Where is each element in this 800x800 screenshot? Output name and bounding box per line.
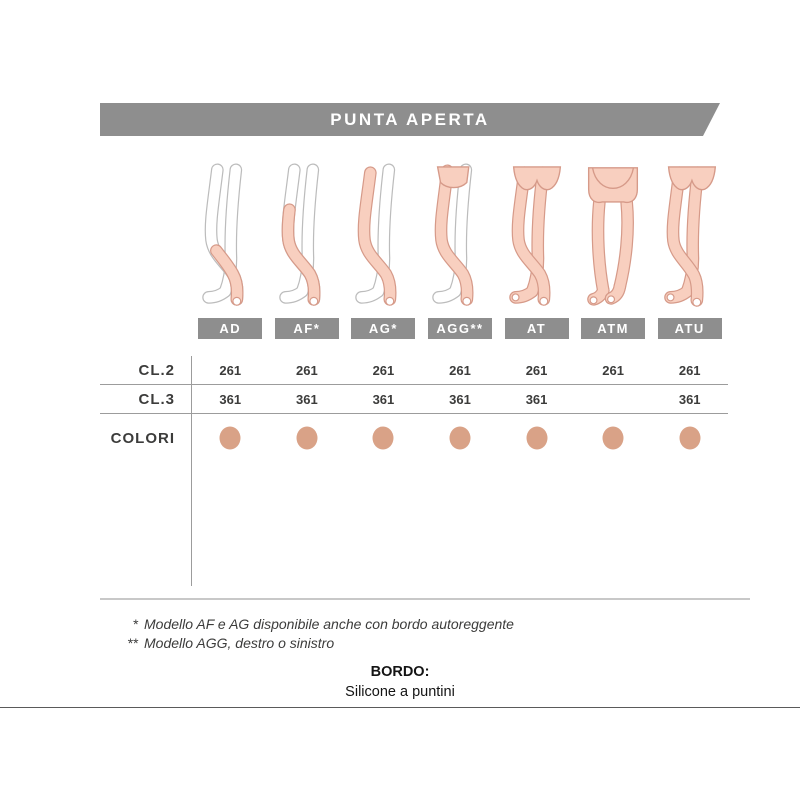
cl2-value-at: 261 [525,362,548,378]
model-labels-row: AD AF* AG* AGG** AT ATM ATU [192,318,728,339]
bordo-label: BORDO: [370,664,430,680]
color-dot-atu-icon [679,426,701,450]
footnote-1-text: Modello AF e AG disponibile anche con bo… [144,616,514,632]
table-vertical-rule [100,462,192,586]
color-dot-ag-icon [372,426,394,450]
table-row-cl2: CL.2 261 261 261 261 261 261 261 [100,356,728,385]
leg-figure-atu-icon [663,166,716,307]
cl2-value-atu: 261 [678,362,701,378]
table-row-cl3: CL.3 361 361 361 361 361 361 [100,385,728,414]
table-spacer-row [100,462,728,586]
cl3-value-agg: 361 [449,391,471,407]
leg-figure-ad-icon [202,163,244,306]
footnotes: * Modello AF e AG disponibile anche con … [116,616,514,651]
footnote-2-text: Modello AGG, destro o sinistro [144,635,335,651]
cl3-value-ad: 361 [219,391,242,407]
color-dot-ad-icon [219,426,241,450]
color-dot-af-icon [296,426,318,450]
cl3-value-atu: 361 [678,391,701,407]
model-label-ad: AD [198,318,263,339]
color-dot-atm-icon [602,426,624,450]
color-dot-agg-icon [449,426,471,450]
leg-figure-atm-icon [587,167,639,306]
row-label-cl2: CL.2 [100,356,192,384]
footnote-2-marker: ** [127,635,138,651]
section-banner: PUNTA APERTA [100,103,720,136]
color-dot-at-icon [526,426,548,450]
cl2-value-ag: 261 [372,362,395,378]
cl2-value-agg: 261 [449,362,471,378]
section-title: PUNTA APERTA [330,109,490,129]
leg-figure-at-icon [508,166,561,306]
cl3-value-af: 361 [296,391,318,407]
cl2-value-af: 261 [296,362,318,378]
model-label-at: AT [504,318,569,339]
cl2-value-atm: 261 [602,362,624,378]
bordo-note: BORDO: Silicone a puntini [0,663,800,702]
model-label-agg: AGG** [427,318,492,339]
table-row-colori: COLORI [100,414,728,462]
model-label-af: AF* [274,318,339,339]
leg-figure-ag-icon [355,163,397,306]
model-label-ag: AG* [351,318,416,339]
row-label-colori: COLORI [100,414,192,462]
cl3-value-ag: 361 [372,391,395,407]
footer-separator [100,598,750,600]
leg-figure-agg-icon [432,163,474,306]
cl2-value-ad: 261 [219,362,242,378]
model-label-atm: ATM [581,318,646,339]
cl3-value-at: 361 [525,391,548,407]
cl3-value-atm [575,385,652,413]
page-bottom-rule [0,707,800,708]
leg-illustrations-row [192,162,728,312]
size-table: CL.2 261 261 261 261 261 261 261 CL.3 36… [100,356,728,586]
model-label-atu: ATU [657,318,722,339]
row-label-cl3: CL.3 [100,385,192,413]
bordo-value: Silicone a puntini [345,683,455,700]
footnote-1-marker: * [132,616,138,632]
leg-figure-af-icon [279,163,321,306]
